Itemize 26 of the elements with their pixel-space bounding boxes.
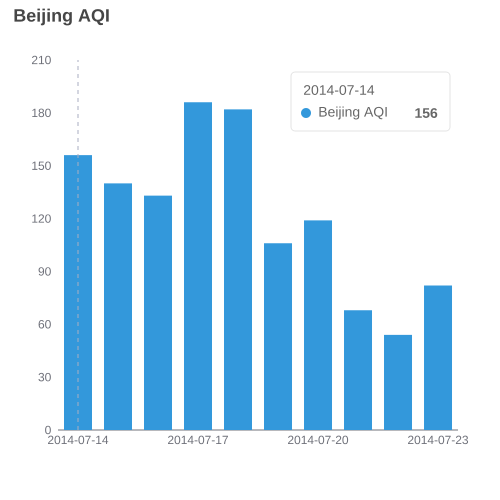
bar bbox=[64, 155, 92, 430]
bar bbox=[344, 310, 372, 430]
y-tick-label: 180 bbox=[32, 108, 51, 118]
y-tick-label: 120 bbox=[32, 214, 51, 223]
x-tick-label: 2014-07-23 bbox=[408, 436, 468, 444]
bar bbox=[224, 109, 252, 430]
bar bbox=[104, 183, 132, 430]
y-tick-label: 60 bbox=[38, 320, 51, 329]
bar bbox=[424, 286, 452, 430]
bar bbox=[184, 102, 212, 430]
annotation: 2014-07-14 bbox=[304, 85, 374, 95]
bar bbox=[264, 243, 292, 430]
bar bbox=[304, 220, 332, 430]
annotation: 156 bbox=[415, 108, 438, 118]
chart-title: Beijing AQI bbox=[14, 8, 109, 26]
x-tick-label: 2014-07-14 bbox=[48, 436, 108, 444]
y-tick-label: 30 bbox=[38, 372, 51, 382]
legend-label: Beijing AQI bbox=[319, 106, 387, 120]
y-tick-label: 90 bbox=[38, 267, 51, 276]
y-tick-label: 0 bbox=[45, 426, 51, 434]
y-tick-label: 210 bbox=[32, 56, 51, 64]
bar bbox=[144, 196, 172, 430]
x-tick-label: 2014-07-20 bbox=[288, 436, 348, 444]
y-tick-label: 150 bbox=[32, 161, 51, 170]
bar bbox=[384, 334, 412, 430]
x-tick-label: 2014-07-17 bbox=[168, 436, 228, 444]
